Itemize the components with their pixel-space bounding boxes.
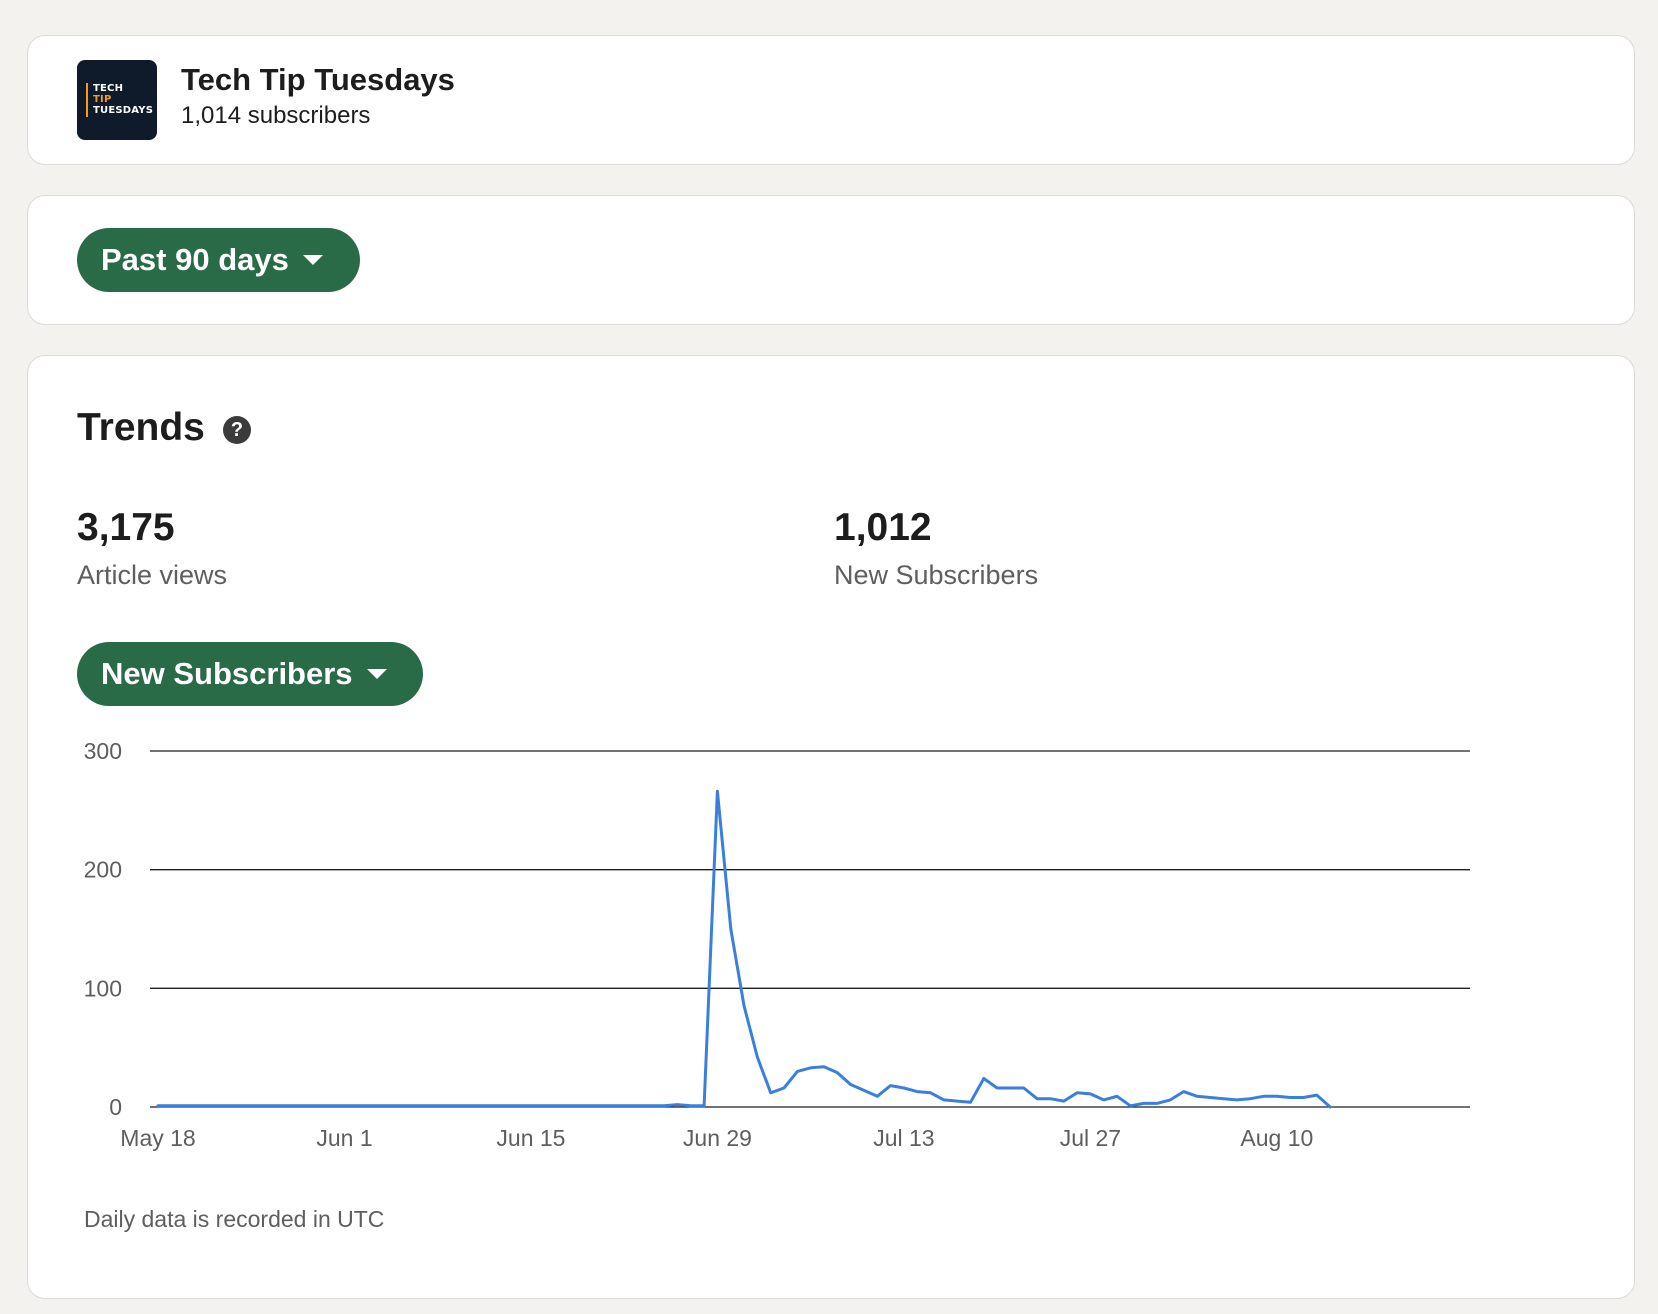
date-range-label: Past 90 days (101, 242, 289, 277)
article-views-label: Article views (77, 560, 228, 590)
x-tick-label: May 18 (120, 1125, 195, 1151)
y-tick-label: 300 (84, 738, 122, 764)
new-subscribers-label: New Subscribers (834, 560, 1039, 590)
publication-logo: TECH TIP TUESDAYS (77, 60, 157, 140)
logo-line-3: TUESDAYS (93, 105, 154, 116)
trends-card: Trends ? 3,175 Article views 1,012 New S… (27, 355, 1635, 1299)
trends-title: Trends (77, 406, 205, 449)
y-tick-label: 100 (84, 975, 122, 1001)
x-tick-label: Jun 1 (316, 1125, 372, 1151)
article-views-value: 3,175 (77, 506, 175, 549)
date-filter-card: Past 90 days (27, 195, 1635, 325)
date-range-dropdown[interactable]: Past 90 days (77, 228, 360, 292)
y-tick-label: 0 (109, 1094, 122, 1120)
logo-line-2: TIP (93, 94, 112, 105)
y-tick-label: 200 (84, 857, 122, 883)
metric-selector-dropdown[interactable]: New Subscribers (77, 642, 423, 706)
caret-down-icon (366, 669, 387, 679)
x-tick-label: Jun 15 (496, 1125, 565, 1151)
logo-accent-bar (86, 83, 88, 117)
subscribers-line-chart: 0 100 200 300 May 18 Jun 1 Jun 15 Jun 29 Jul 13 J… (84, 738, 1470, 1151)
x-tick-label: Jul 27 (1060, 1125, 1121, 1151)
subscriber-count: 1,014 subscribers (181, 102, 371, 129)
new-subscribers-value: 1,012 (834, 506, 932, 549)
utc-footnote: Daily data is recorded in UTC (84, 1206, 385, 1232)
logo-line-1: TECH (93, 83, 124, 94)
x-tick-label: Jun 29 (683, 1125, 752, 1151)
series-line-new-subscribers (156, 789, 1332, 1109)
metric-selector-label: New Subscribers (101, 656, 353, 691)
publication-header-card: TECH TIP TUESDAYS Tech Tip Tuesdays 1,01… (27, 35, 1635, 165)
x-tick-label: Jul 13 (873, 1125, 934, 1151)
question-circle-icon[interactable]: ? (223, 416, 251, 444)
publication-title[interactable]: Tech Tip Tuesdays (181, 62, 455, 97)
x-tick-label: Aug 10 (1240, 1125, 1313, 1151)
caret-down-icon (302, 255, 323, 265)
